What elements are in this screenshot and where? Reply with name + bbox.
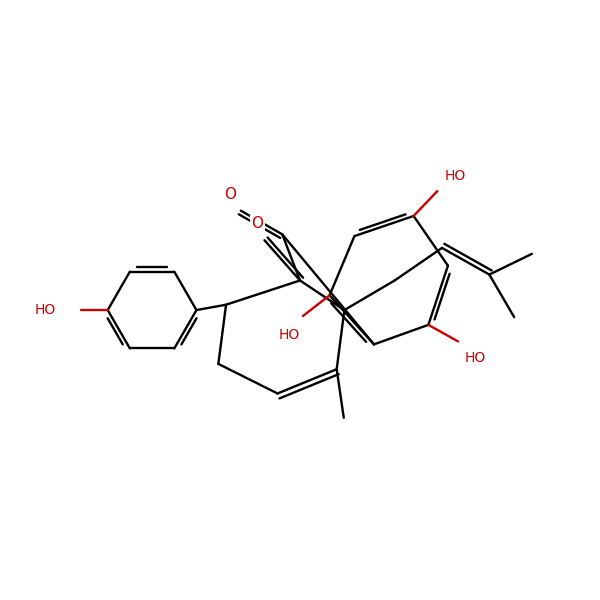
Text: HO: HO	[465, 351, 487, 365]
Text: O: O	[251, 216, 263, 231]
Text: HO: HO	[445, 169, 466, 184]
Text: O: O	[224, 187, 236, 202]
Text: HO: HO	[279, 328, 300, 342]
Text: HO: HO	[35, 303, 56, 317]
